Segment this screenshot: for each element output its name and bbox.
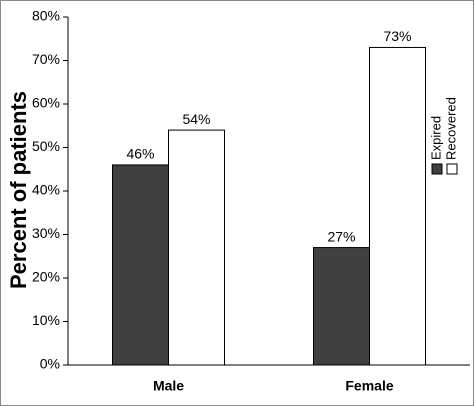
- y-tick-label: 20%: [32, 269, 60, 285]
- y-tick-label: 40%: [32, 182, 60, 198]
- value-label: 73%: [383, 28, 411, 44]
- y-tick-label: 60%: [32, 95, 60, 111]
- bar: [313, 247, 370, 366]
- x-tick-label: Female: [345, 378, 393, 394]
- y-axis-label: Percent of patients: [6, 91, 31, 289]
- y-tick-label: 30%: [32, 225, 60, 241]
- legend-label: Recovered: [443, 97, 458, 160]
- bar: [168, 129, 225, 366]
- bar: [369, 46, 426, 366]
- x-tick-label: Male: [153, 378, 184, 394]
- y-tick-label: 70%: [32, 51, 60, 67]
- value-label: 54%: [182, 111, 210, 127]
- legend-swatch: [446, 163, 458, 175]
- y-tick-label: 0%: [40, 356, 60, 372]
- value-label: 27%: [327, 228, 355, 244]
- y-tick-label: 50%: [32, 138, 60, 154]
- y-tick-label: 10%: [32, 312, 60, 328]
- y-tick-label: 80%: [32, 8, 60, 24]
- bar: [112, 164, 169, 366]
- legend-swatch: [431, 163, 443, 175]
- value-label: 46%: [126, 146, 154, 162]
- legend-label: Expired: [428, 116, 443, 160]
- legend: Expired Recovered: [428, 97, 458, 175]
